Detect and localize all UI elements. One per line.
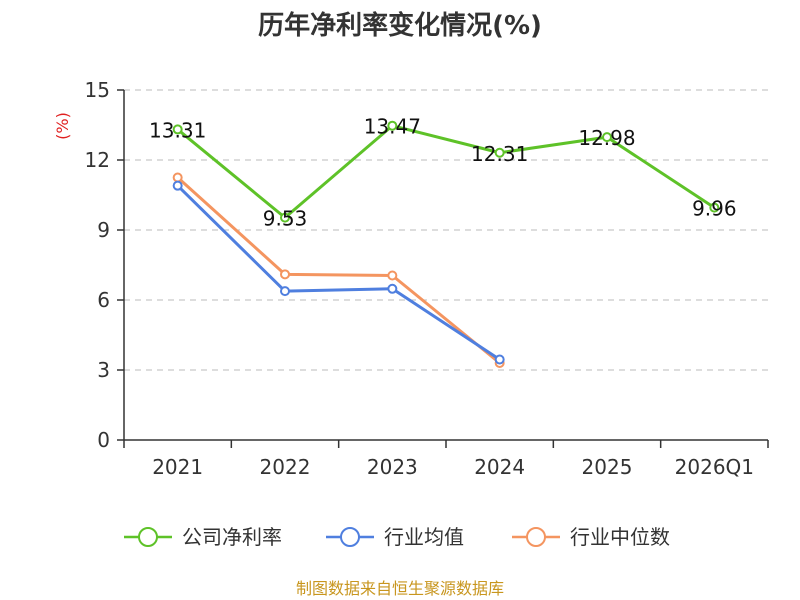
- x-tick-label: 2022: [260, 455, 311, 479]
- y-tick-label: 9: [97, 218, 110, 242]
- y-tick-label: 0: [97, 428, 110, 452]
- legend-marker: [526, 527, 546, 547]
- x-tick-label: 2026Q1: [675, 455, 754, 479]
- data-point: [172, 180, 183, 191]
- x-tick-label: 2021: [152, 455, 203, 479]
- data-point: [387, 283, 398, 294]
- x-tick-label: 2023: [367, 455, 418, 479]
- data-point: [709, 202, 720, 213]
- data-point: [280, 286, 290, 297]
- data-point: [602, 132, 612, 143]
- y-tick-label: 12: [85, 148, 110, 172]
- x-tick-label: 2024: [474, 455, 525, 479]
- data-label: 13.47: [364, 115, 421, 139]
- data-point: [494, 354, 505, 365]
- data-label: 13.31: [149, 118, 206, 142]
- series-line-2: [176, 176, 501, 365]
- data-labels: 13.31 9.53 13.47 12.31 12.98 9.96: [149, 115, 737, 231]
- data-label: 9.53: [263, 207, 308, 231]
- legend-marker: [340, 527, 360, 547]
- data-point: [280, 269, 290, 280]
- series-line-1: [176, 184, 501, 361]
- y-tick-label: 3: [97, 358, 110, 382]
- data-point: [172, 172, 183, 183]
- legend-label: 公司净利率: [182, 525, 282, 549]
- gridlines: [124, 89, 768, 371]
- legend-label: 行业均值: [384, 525, 464, 549]
- series-line-0: [176, 124, 716, 220]
- data-point: [387, 120, 398, 131]
- data-point: [172, 124, 183, 135]
- axes: 0 3 6 9 12 15 2021 2022 2023 2024 2025 2026Q1: [85, 78, 769, 479]
- data-label: 9.96: [692, 197, 737, 221]
- legend[interactable]: 公司净利率 行业均值 行业中位数: [124, 525, 670, 549]
- data-point: [280, 212, 290, 223]
- chart-title: 历年净利率变化情况(%): [258, 10, 542, 41]
- y-tick-label: 15: [85, 78, 110, 102]
- data-label: 12.31: [471, 142, 528, 166]
- source-note: 制图数据来自恒生聚源数据库: [296, 579, 504, 598]
- data-point: [387, 270, 398, 281]
- legend-item[interactable]: 行业均值: [326, 525, 464, 549]
- y-tick-label: 6: [97, 288, 110, 312]
- y-axis-label: (%): [53, 112, 72, 140]
- legend-marker: [138, 527, 158, 547]
- legend-item[interactable]: 行业中位数: [512, 525, 670, 549]
- data-point: [494, 147, 505, 158]
- data-label: 12.98: [578, 126, 635, 150]
- legend-item[interactable]: 公司净利率: [124, 525, 282, 549]
- legend-label: 行业中位数: [570, 525, 670, 549]
- x-tick-label: 2025: [582, 455, 633, 479]
- series-layer: [172, 120, 720, 368]
